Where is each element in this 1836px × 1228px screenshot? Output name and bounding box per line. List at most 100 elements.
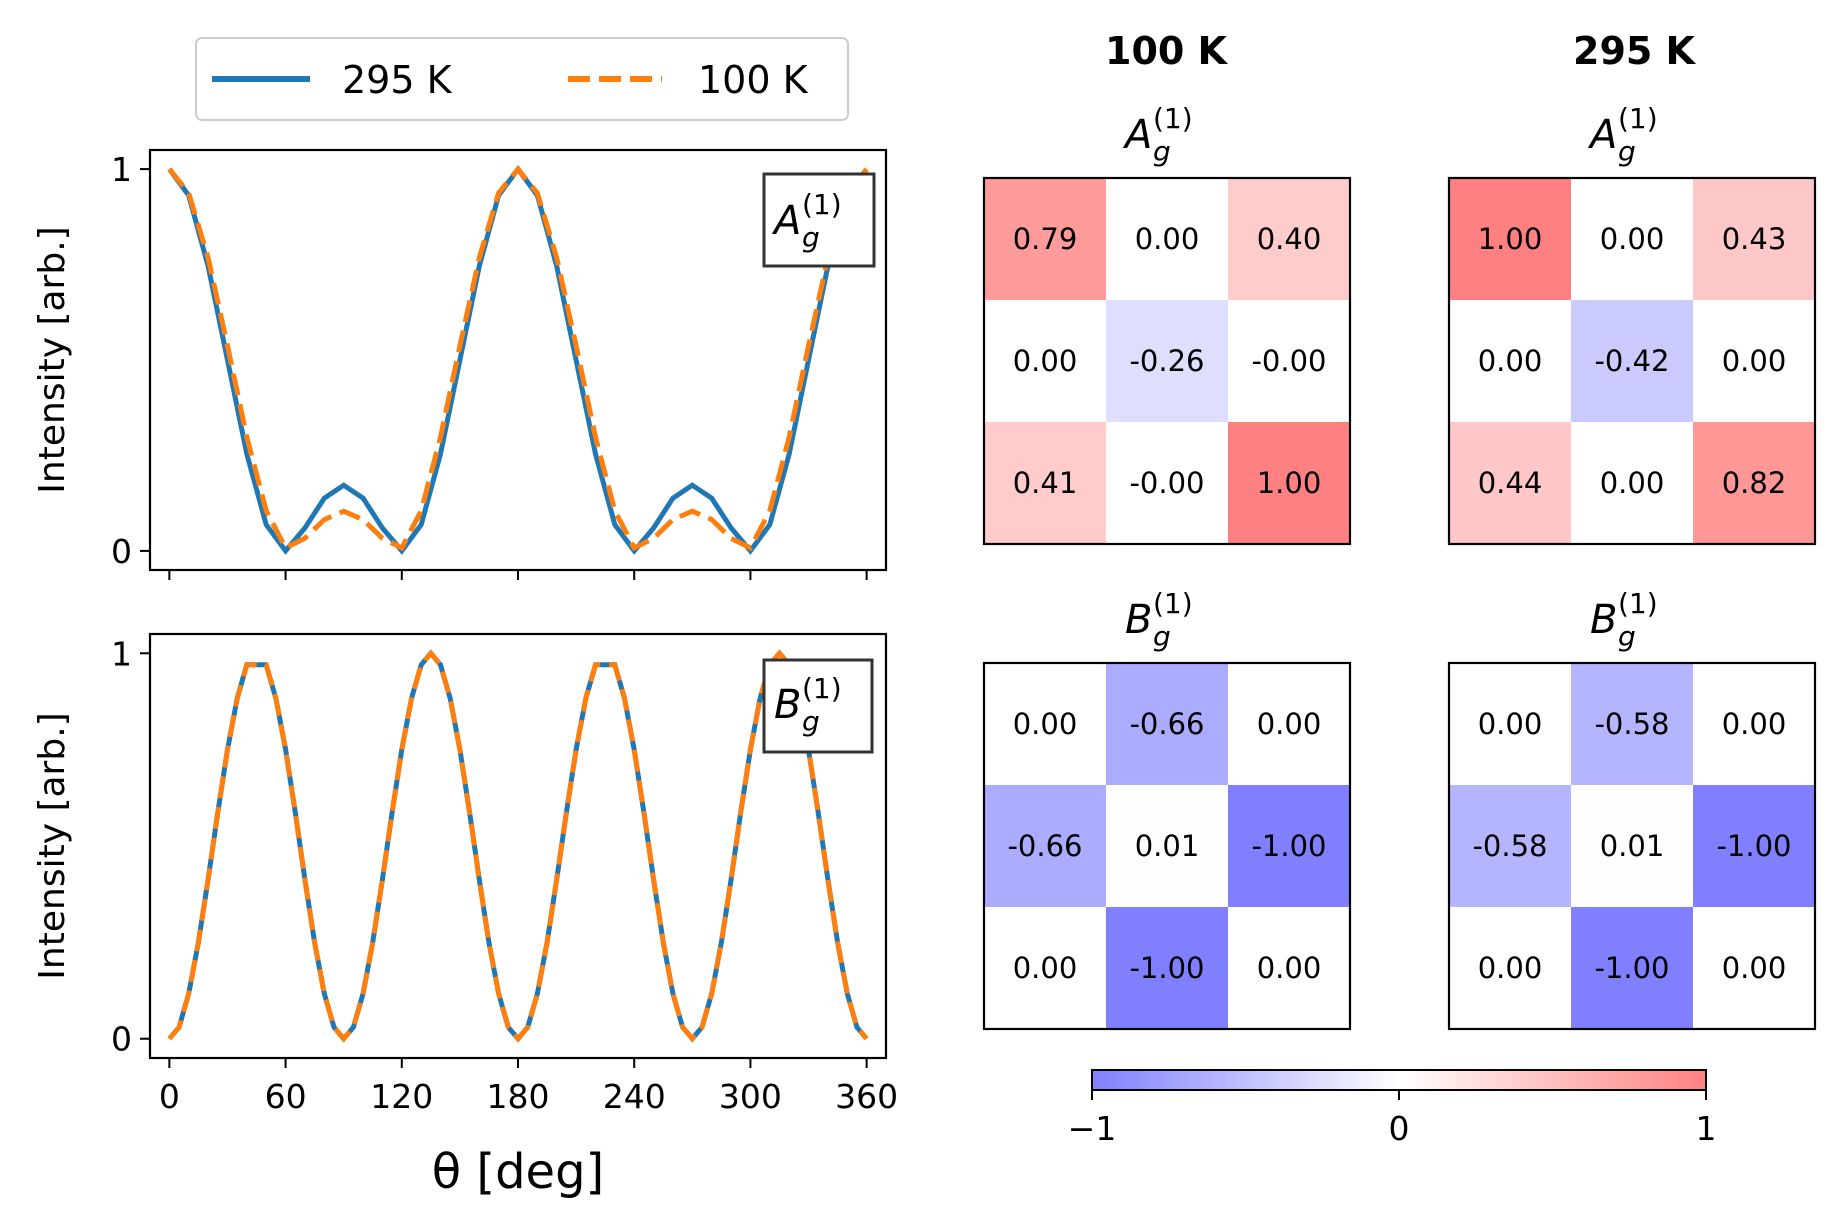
heatmap-bg-295k-cell-0-1 <box>1571 663 1694 786</box>
heatmap-bg-100k-cell-1-1 <box>1106 785 1229 908</box>
heatmap-bg-100k-frame <box>982 661 1352 1031</box>
heatmap-bg-295k-label-1-1: 0.01 <box>1600 829 1665 863</box>
lineplot-bg-panel-label: B g (1) <box>762 658 874 754</box>
lineplot-bg-xtick-label-0: 0 <box>159 1077 180 1116</box>
colorbar-tick-label-1: 0 <box>1389 1109 1410 1148</box>
heatmap-ag-295k-label-2-1: 0.00 <box>1600 466 1665 500</box>
lineplot-ag-yticks: 01 <box>111 150 150 571</box>
lineplot-ag-label-sub: g <box>802 221 820 254</box>
heatmap-ag-295k-cell-0-2 <box>1693 178 1816 301</box>
heatmap-ag-100k: 0.79 0.00 0.40 0.00 -0.26 -0.00 0.41 -0.00 1.00 A… <box>982 102 1352 546</box>
heatmap-bg-100k-title-sup: (1) <box>1153 587 1193 620</box>
heatmap-bg-100k-cell-2-1 <box>1106 907 1229 1030</box>
heatmap-bg-295k-cell-0-0 <box>1449 663 1572 786</box>
heatmap-ag-295k-cell-0-0 <box>1449 178 1572 301</box>
heatmap-bg-100k-label-1-2: -1.00 <box>1251 829 1326 863</box>
heatmap-ag-100k-label-1-0: 0.00 <box>1013 344 1078 378</box>
heatmap-ag-100k-label-2-1: -0.00 <box>1129 466 1204 500</box>
colorbar: −1 0 1 <box>1068 1069 1717 1148</box>
lineplot-bg-ytick-label-0: 0 <box>111 1020 132 1059</box>
heatmap-bg-295k-cell-0-2 <box>1693 663 1816 786</box>
heatmap-bg-100k-title-sub: g <box>1153 620 1171 653</box>
heatmap-ag-100k-label-0-0: 0.79 <box>1013 222 1078 256</box>
lineplot-bg-label-sup: (1) <box>802 672 842 705</box>
lineplot-ag-panel-label: A g (1) <box>762 172 876 268</box>
lineplot-bg-ylabel: Intensity [arb.] <box>32 712 73 979</box>
lineplot-ag-label-letter: A <box>771 198 801 244</box>
heatmap-bg-295k-title-sub: g <box>1618 620 1636 653</box>
heatmap-ag-295k-cell-1-2 <box>1693 300 1816 423</box>
heatmap-ag-100k-cell-1-1 <box>1106 300 1229 423</box>
lineplot-bg-label-box <box>762 658 874 754</box>
heatmap-bg-295k-cell-2-0 <box>1449 907 1572 1030</box>
colorbar-tick-label-2: 1 <box>1696 1109 1717 1148</box>
heatmap-ag-295k-label-1-1: -0.42 <box>1594 344 1669 378</box>
heatmap-bg-295k-cell-1-2 <box>1693 785 1816 908</box>
lineplot-bg-xticks: 0 60 120 180 240 300 360 <box>159 1058 898 1116</box>
heatmap-bg-100k-cell-0-0 <box>984 663 1107 786</box>
heatmap-bg-100k-cell-0-1 <box>1106 663 1229 786</box>
heatmap-bg-295k-label-2-0: 0.00 <box>1478 951 1543 985</box>
heatmap-bg-295k-frame <box>1447 661 1817 1031</box>
heatmap-ag-100k-label-0-1: 0.00 <box>1135 222 1200 256</box>
heatmap-ag-295k-title-sup: (1) <box>1618 102 1658 135</box>
heatmap-bg-100k-title-letter: B <box>1125 597 1152 643</box>
heatmap-ag-295k-frame <box>1447 176 1817 546</box>
colorbar-ticks: −1 0 1 <box>1068 1090 1717 1148</box>
lineplot-ag: 01 Intensity [arb.] A g (1) <box>32 148 888 580</box>
heatmap-ag-295k-label-2-2: 0.82 <box>1722 466 1787 500</box>
heatmap-bg-100k-label-2-2: 0.00 <box>1257 951 1322 985</box>
heatmap-bg-295k-label-2-1: -1.00 <box>1594 951 1669 985</box>
heatmap-bg-100k-cell-2-0 <box>984 907 1107 1030</box>
lineplot-bg-xtick-label-120: 120 <box>370 1077 433 1116</box>
legend-label-100k: 100 K <box>698 58 809 102</box>
column-title-295k: 295 K <box>1573 29 1697 73</box>
heatmap-bg-100k-label-2-0: 0.00 <box>1013 951 1078 985</box>
heatmap-ag-295k-cell-2-2 <box>1693 422 1816 545</box>
heatmap-ag-100k-cell-0-1 <box>1106 178 1229 301</box>
heatmap-ag-295k-cell-2-0 <box>1449 422 1572 545</box>
heatmap-ag-295k-title-sub: g <box>1618 135 1636 168</box>
heatmap-bg-100k-cell-1-2 <box>1228 785 1351 908</box>
heatmap-ag-295k-cell-1-0 <box>1449 300 1572 423</box>
heatmap-ag-295k-label-0-0: 1.00 <box>1478 222 1543 256</box>
heatmap-bg-295k-label-1-0: -0.58 <box>1472 829 1547 863</box>
heatmap-bg-100k-cell-0-2 <box>1228 663 1351 786</box>
heatmap-bg-295k-label-0-0: 0.00 <box>1478 707 1543 741</box>
heatmap-ag-100k-title-sup: (1) <box>1153 102 1193 135</box>
lineplot-bg-xtick-label-360: 360 <box>835 1077 898 1116</box>
lineplot-bg-xlabel: θ [deg] <box>432 1144 605 1200</box>
lineplot-bg-series-100k <box>167 649 869 1043</box>
heatmap-bg-100k-label-0-0: 0.00 <box>1013 707 1078 741</box>
heatmap-ag-100k-title-sub: g <box>1153 135 1171 168</box>
heatmap-ag-100k-cell-2-0 <box>984 422 1107 545</box>
heatmap-bg-100k-label-1-0: -0.66 <box>1007 829 1082 863</box>
heatmap-ag-100k-cell-0-2 <box>1228 178 1351 301</box>
colorbar-gradient <box>1091 1069 1707 1091</box>
heatmap-ag-100k-title-letter: A <box>1122 112 1152 158</box>
legend: 295 K 100 K <box>195 37 849 121</box>
heatmap-bg-100k-label-2-1: -1.00 <box>1129 951 1204 985</box>
heatmap-ag-100k-label-1-2: -0.00 <box>1251 344 1326 378</box>
lineplot-bg: 0 60 120 180 240 300 360 01 Intensity [arb.] θ… <box>32 632 898 1200</box>
heatmap-bg-100k-cell-1-0 <box>984 785 1107 908</box>
heatmap-ag-100k-label-2-0: 0.41 <box>1013 466 1078 500</box>
heatmap-bg-295k-cell-1-0 <box>1449 785 1572 908</box>
colorbar-tick-label-0: −1 <box>1068 1109 1117 1148</box>
heatmap-bg-295k-title-sup: (1) <box>1618 587 1658 620</box>
lineplot-bg-xtick-label-60: 60 <box>265 1077 307 1116</box>
heatmap-bg-100k-label-1-1: 0.01 <box>1135 829 1200 863</box>
heatmap-bg-295k-cell-2-1 <box>1571 907 1694 1030</box>
lineplot-bg-label-sub: g <box>802 705 820 738</box>
heatmap-bg-100k-label-0-2: 0.00 <box>1257 707 1322 741</box>
heatmap-bg-295k-label-0-2: 0.00 <box>1722 707 1787 741</box>
heatmap-ag-295k-label-0-1: 0.00 <box>1600 222 1665 256</box>
heatmap-ag-295k-label-0-2: 0.43 <box>1722 222 1787 256</box>
lineplot-ag-ytick-label-1: 1 <box>111 150 132 189</box>
heatmap-ag-100k-label-2-2: 1.00 <box>1257 466 1322 500</box>
heatmap-bg-295k-label-2-2: 0.00 <box>1722 951 1787 985</box>
heatmap-ag-295k-label-1-2: 0.00 <box>1722 344 1787 378</box>
heatmap-bg-295k-label-0-1: -0.58 <box>1594 707 1669 741</box>
heatmap-ag-295k-cell-0-1 <box>1571 178 1694 301</box>
